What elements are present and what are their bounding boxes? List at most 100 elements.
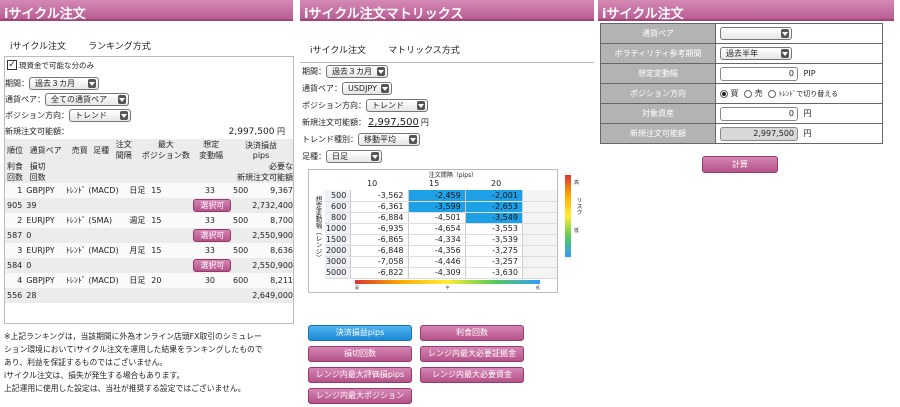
table-row: 4 GBPJPY ﾄﾚﾝﾄﾞ (MACD) 日足 20 30 600 8,211 — [5, 273, 293, 288]
max-loss-pips-button[interactable]: レンジ内最大評価損pips — [308, 367, 412, 383]
tab-matrix[interactable]: マトリックス方式 — [388, 46, 460, 56]
direction-label: ポジション方向 — [600, 83, 716, 104]
matrix-row: 500 -3,562 -2,459 -2,001 — [325, 190, 557, 202]
tab-bar: iサイクル注文 ランキング方式 — [0, 39, 293, 52]
matrix-cell[interactable]: -3,275 — [465, 245, 523, 257]
range: 500 — [233, 216, 249, 225]
max-funds-button[interactable]: レンジ内最大必要資金 — [420, 367, 524, 383]
radio-trend[interactable] — [768, 89, 777, 98]
matrix-cell[interactable]: -3,553 — [465, 223, 523, 235]
matrix-panel: iサイクル注文マトリックス iサイクル注文 マトリックス方式 期間： 過去３カ月… — [300, 0, 594, 404]
matrix-cell[interactable]: -4,334 — [408, 234, 466, 246]
radio-buy[interactable] — [720, 89, 728, 98]
trade-type: ﾄﾚﾝﾄﾞ (SMA) — [65, 216, 113, 225]
matrix-table: 500 -3,562 -2,459 -2,001 600 -6,361 -3,599 -2,6… — [325, 190, 557, 279]
max-position: 33 — [204, 246, 216, 255]
risk-bar — [565, 175, 571, 257]
pair-label: 通貨ペア： — [302, 84, 342, 93]
matrix-cell[interactable]: -6,935 — [350, 223, 409, 235]
range: 500 — [233, 246, 249, 255]
interval: 15 — [151, 246, 162, 255]
volatility-select[interactable]: 過去半年 — [720, 47, 792, 60]
matrix-cell[interactable]: -2,459 — [408, 190, 466, 202]
matrix-cell — [522, 256, 557, 268]
matrix-cell[interactable]: -2,653 — [465, 201, 523, 213]
range-input[interactable]: 0 — [720, 66, 798, 81]
direction-label: ポジション方向： — [302, 101, 366, 110]
radio-sell[interactable] — [744, 89, 753, 98]
matrix-cell[interactable]: -3,549 — [465, 212, 523, 224]
asset-input[interactable]: 0 — [720, 106, 798, 121]
loss-count: 28 — [26, 291, 37, 300]
matrix-cell[interactable]: -6,822 — [350, 267, 409, 279]
matrix-cell — [522, 212, 557, 224]
matrix-cell[interactable]: -3,599 — [408, 201, 466, 213]
select-button[interactable]: 選択可 — [193, 229, 232, 242]
risk-label: リスク — [575, 197, 582, 215]
matrix-cell[interactable]: -6,865 — [350, 234, 409, 246]
foot-select[interactable]: 日足 — [326, 150, 382, 163]
funds-unit: 円 — [420, 118, 429, 127]
profit-count: 587 — [7, 231, 23, 240]
interval: 20 — [151, 276, 162, 285]
max-margin-button[interactable]: レンジ内最大必要証拠金 — [420, 346, 524, 362]
checkbox-label: 現資金で可能な分のみ — [19, 60, 94, 70]
profit-count: 556 — [7, 291, 23, 300]
ranking-table: 順位 通貨ペア 売買 足種 注文 間隔 最大 ポジション数 想定 変動幅 決済損益 pi… — [5, 139, 293, 183]
pl-pips-button[interactable]: 決済損益pips — [308, 325, 412, 341]
funds-value: 2,997,500 — [368, 117, 419, 128]
matrix-row: 2000 -6,848 -4,356 -3,275 — [325, 245, 557, 257]
matrix-cell[interactable]: -6,848 — [350, 245, 409, 257]
loss-count: 39 — [26, 201, 37, 210]
pair-select[interactable] — [720, 27, 792, 40]
funds-label: 新規注文可能額： — [302, 118, 366, 127]
col-rank: 順位 — [7, 145, 23, 155]
select-button[interactable]: 選択可 — [193, 199, 232, 212]
note-line: 上記運用に使用した設定は、当社が推奨する設定ではございません。 — [4, 384, 246, 393]
note-line: あり、利益を保証するものではございません。 — [4, 358, 168, 367]
pair: GBPJPY — [26, 186, 55, 195]
matrix-cell[interactable]: -3,562 — [350, 190, 409, 202]
period-select[interactable]: 過去３カ月 — [29, 76, 99, 90]
matrix-cell[interactable]: -4,654 — [408, 223, 466, 235]
max-position-button[interactable]: レンジ内最大ポジション — [308, 388, 412, 404]
matrix-cell[interactable]: -3,257 — [465, 256, 523, 268]
foot: 週足 — [129, 216, 146, 225]
calculate-button[interactable]: 計算 — [702, 156, 778, 173]
metric-buttons: 決済損益pips 利食回数 損切回数 レンジ内最大必要証拠金 レンジ内最大評価損… — [308, 325, 594, 404]
direction-select[interactable]: トレンド — [366, 99, 428, 112]
select-button[interactable]: 選択可 — [193, 259, 232, 272]
profit-count-button[interactable]: 利食回数 — [420, 325, 524, 341]
range-label: 3000 — [325, 256, 352, 268]
matrix-cell[interactable]: -3,630 — [465, 267, 523, 279]
profit-count: 584 — [7, 261, 23, 270]
rank: 3 — [17, 246, 23, 255]
matrix-cell — [522, 223, 557, 235]
loss-count-button[interactable]: 損切回数 — [308, 346, 412, 362]
tab-icycle[interactable]: iサイクル注文 — [310, 46, 367, 56]
tab-ranking[interactable]: ランキング方式 — [88, 42, 151, 52]
period-select[interactable]: 過去３カ月 — [326, 65, 388, 78]
max-position: 33 — [204, 216, 216, 225]
col-pair: 通貨ペア — [29, 145, 62, 155]
direction-select[interactable]: トレンド — [69, 108, 131, 122]
matrix-cell[interactable]: -3,539 — [465, 234, 523, 246]
matrix-cell[interactable]: -7,058 — [350, 256, 409, 268]
checkbox[interactable]: ✓ — [7, 60, 17, 70]
trend-select[interactable]: 移動平均 — [358, 133, 420, 146]
matrix-cell[interactable]: -4,309 — [408, 267, 466, 279]
col-foot: 足種 — [93, 145, 110, 155]
col-header: 20 — [491, 179, 502, 188]
matrix-cell[interactable]: -2,001 — [465, 190, 523, 202]
matrix-cell[interactable]: -4,501 — [408, 212, 466, 224]
matrix-cell[interactable]: -4,446 — [408, 256, 466, 268]
matrix-row: 3000 -7,058 -4,446 -3,257 — [325, 256, 557, 268]
tab-icycle[interactable]: iサイクル注文 — [10, 42, 67, 52]
matrix-cell[interactable]: -6,884 — [350, 212, 409, 224]
matrix-cell[interactable]: -4,356 — [408, 245, 466, 257]
pair-select[interactable]: 全ての通貨ペア — [45, 92, 129, 106]
asset-unit: 円 — [803, 109, 812, 118]
pair-select[interactable]: USDJPY — [342, 82, 392, 95]
profit-count: 905 — [7, 201, 23, 210]
matrix-cell[interactable]: -6,361 — [350, 201, 409, 213]
